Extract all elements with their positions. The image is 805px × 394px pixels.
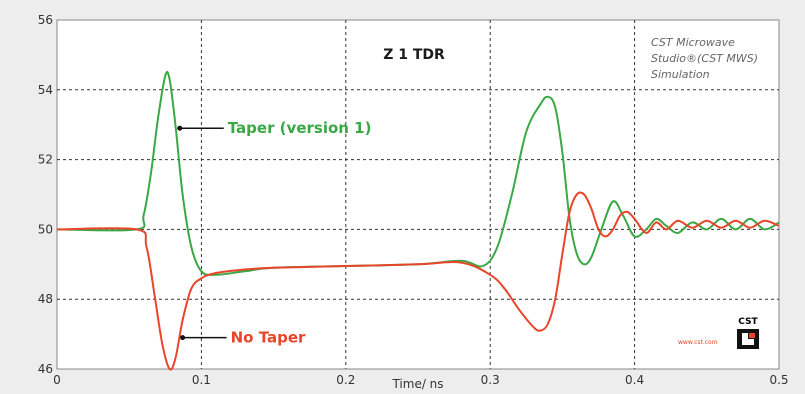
annotations: Taper (version 1) No Taper (177, 119, 372, 347)
chart-title: Z 1 TDR (383, 47, 445, 63)
cst-logo-accent (749, 333, 755, 338)
cst-logo-mark (742, 333, 754, 345)
cst-url: www.cst.com (678, 339, 718, 346)
y-tick-label: 46 (38, 362, 53, 376)
y-tick-label: 50 (38, 222, 53, 236)
annotation-label: No Taper (231, 329, 306, 347)
series-layer (56, 70, 780, 371)
annotation-label: Taper (version 1) (228, 119, 372, 137)
series-line-1 (56, 191, 780, 371)
series-line-0 (56, 70, 780, 276)
plot-area (56, 19, 780, 370)
grid-lines (57, 20, 779, 369)
tick-labels: 0 0.1 0.2 0.3 0.4 0.5 46 48 50 52 54 56 (38, 13, 789, 387)
credit-line-2: Studio®(CST MWS) (651, 52, 758, 65)
y-tick-label: 56 (38, 13, 53, 27)
credit-line-3: Simulation (651, 68, 710, 81)
credit-line-1: CST Microwave (651, 36, 735, 49)
y-tick-label: 54 (38, 83, 53, 97)
x-tick-label: 0.4 (625, 373, 644, 387)
x-tick-label: 0 (53, 373, 61, 387)
x-tick-label: 0.3 (481, 373, 500, 387)
y-tick-label: 52 (38, 153, 53, 167)
x-tick-label: 0.5 (769, 373, 788, 387)
x-tick-label: 0.1 (192, 373, 211, 387)
cst-logo-text: CST (738, 317, 758, 327)
y-tick-label: 48 (38, 292, 53, 306)
cst-logo: CST (737, 317, 759, 349)
x-tick-label: 0.2 (336, 373, 355, 387)
x-axis-label: Time/ ns (391, 377, 443, 391)
